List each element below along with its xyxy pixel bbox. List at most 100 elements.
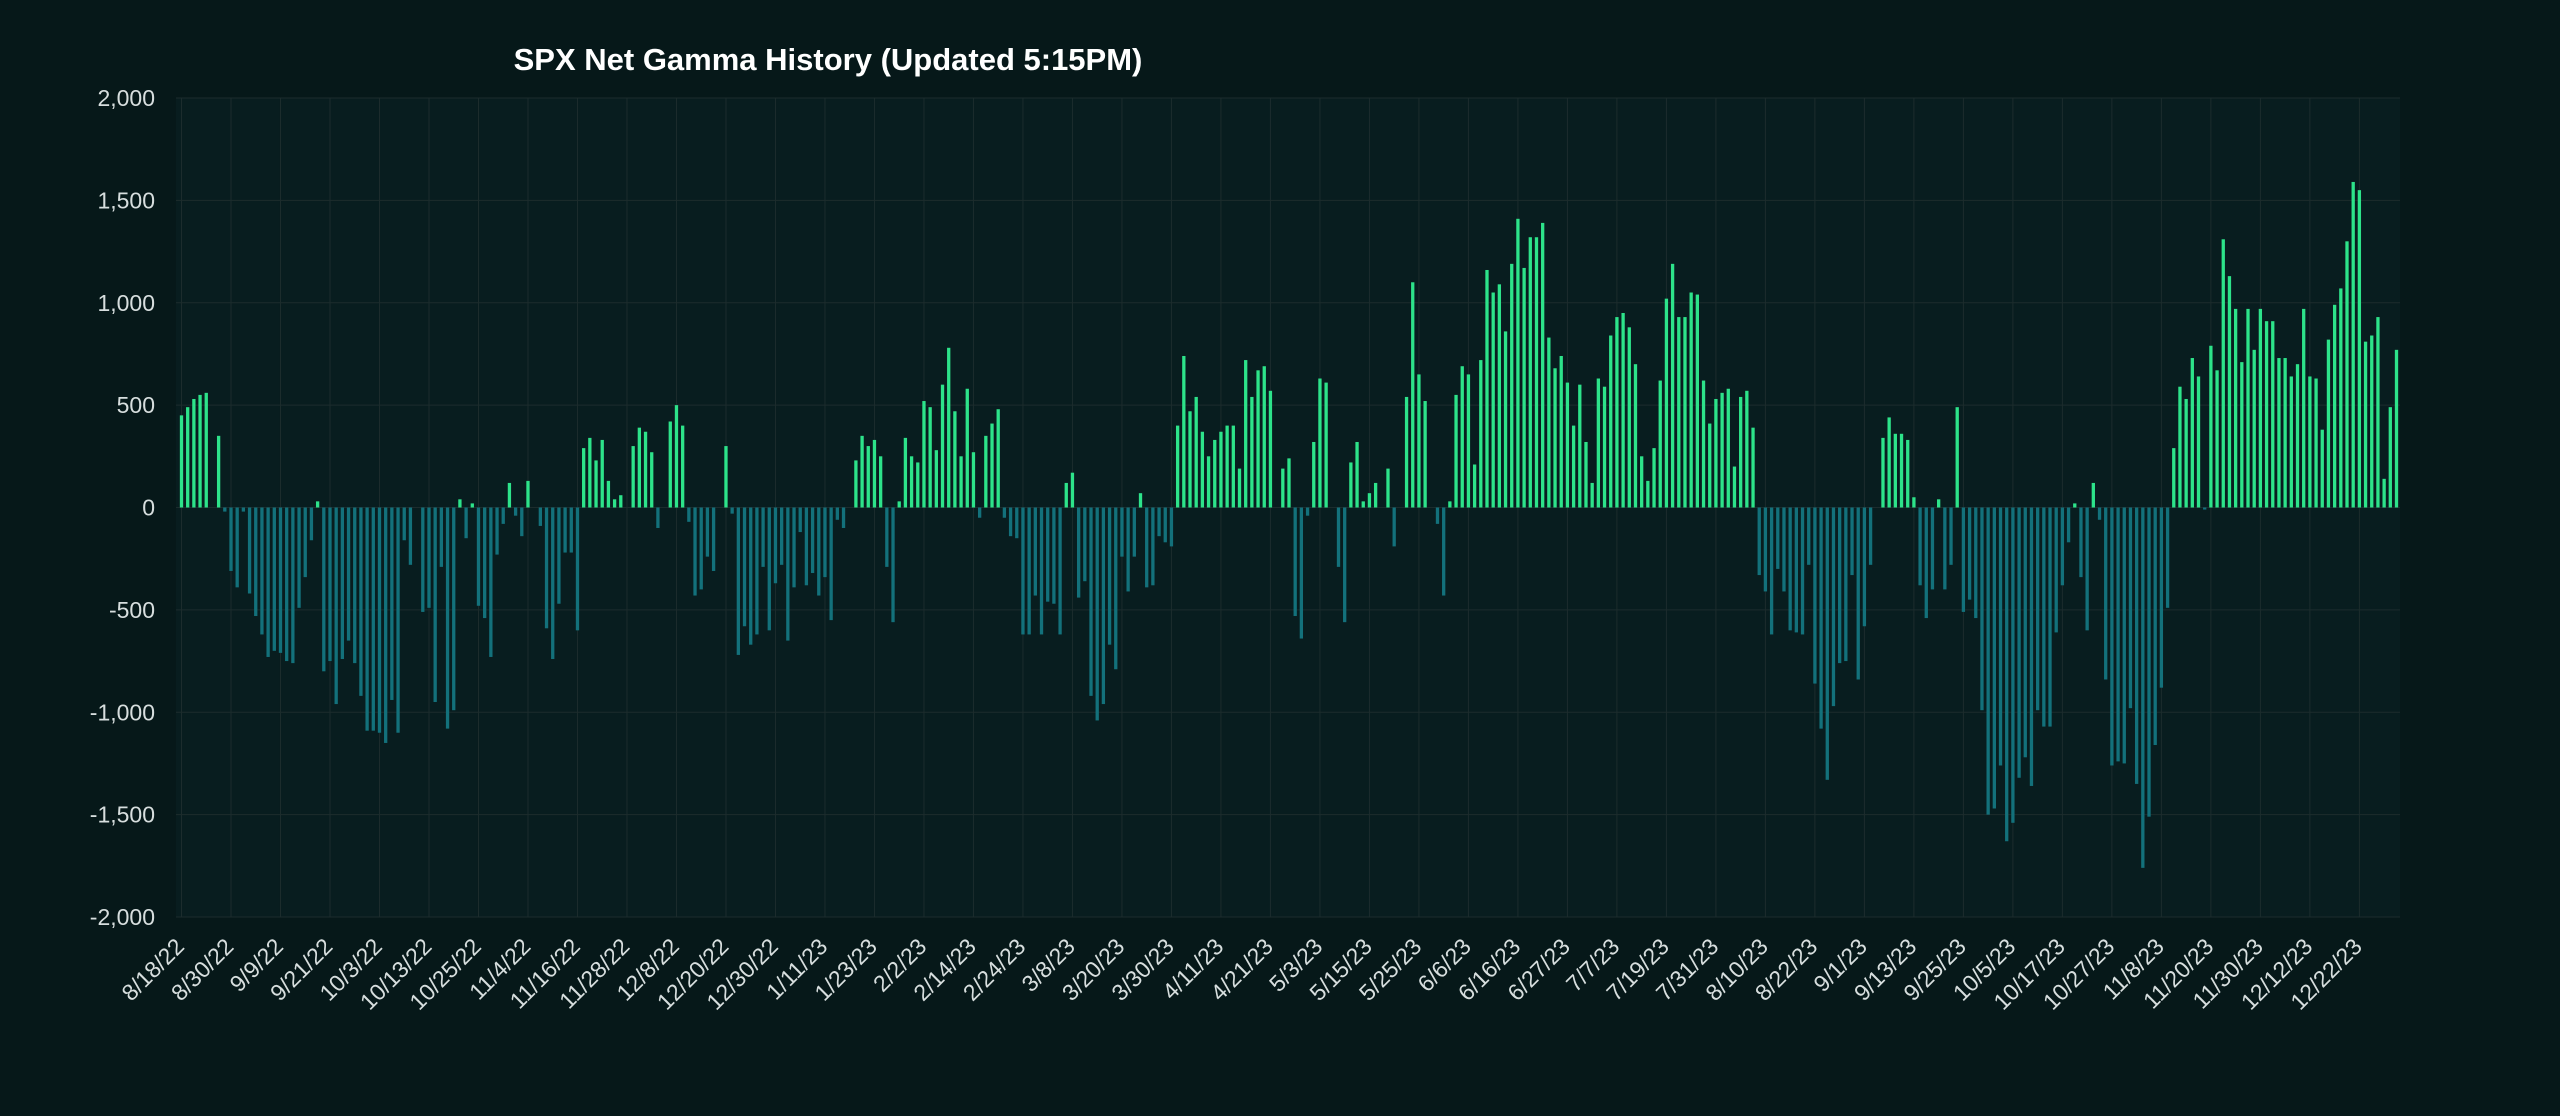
gamma-bar: [179, 415, 184, 508]
gamma-bar: [569, 507, 573, 553]
gamma-bar: [940, 384, 945, 508]
gamma-bar: [254, 507, 258, 617]
gamma-bar: [198, 394, 202, 508]
gamma-bar: [668, 421, 672, 508]
gamma-bar: [1089, 507, 1093, 696]
gamma-bar: [1986, 507, 1990, 815]
gamma-bar: [2345, 241, 2349, 508]
gamma-bar: [1745, 390, 1749, 508]
gamma-bar: [1250, 396, 1254, 508]
gamma-bar: [1571, 425, 1576, 508]
gamma-bar: [303, 507, 307, 578]
gamma-bar: [916, 462, 920, 508]
gamma-bar: [1683, 317, 1687, 508]
gamma-bar: [984, 435, 988, 508]
gamma-bar: [977, 507, 982, 518]
gamma-bar: [1027, 507, 1031, 635]
y-tick-label: -1,000: [90, 699, 155, 725]
gamma-bar: [551, 507, 555, 660]
gamma-bar: [990, 423, 994, 508]
gamma-bar: [1670, 263, 1675, 508]
gamma-bar: [2357, 190, 2362, 508]
gamma-bar: [749, 507, 753, 645]
gamma-bar: [2388, 407, 2392, 508]
gamma-bar: [1206, 456, 1211, 508]
gamma-bar: [860, 435, 864, 508]
gamma-bar: [2308, 376, 2312, 508]
gamma-bar: [1114, 507, 1118, 670]
gamma-bar: [2079, 507, 2083, 578]
gamma-bar: [1609, 335, 1613, 508]
gamma-bar: [1627, 327, 1631, 508]
gamma-bar: [476, 507, 481, 606]
gamma-bar: [1652, 448, 1656, 508]
gamma-bar: [928, 407, 932, 508]
gamma-bar: [2227, 276, 2232, 508]
gamma-bar: [1503, 331, 1508, 508]
gamma-bar: [1522, 267, 1526, 508]
gamma-bar: [953, 411, 957, 508]
gamma-bar: [445, 507, 450, 729]
gamma-bar: [1937, 499, 1941, 508]
gamma-bar: [674, 405, 679, 508]
gamma-bar: [433, 507, 437, 703]
gamma-bar: [1324, 382, 1328, 508]
gamma-bar: [2289, 376, 2293, 508]
gamma-bar: [1175, 425, 1180, 508]
gamma-bar: [1305, 507, 1310, 516]
gamma-bar: [526, 480, 530, 508]
gamma-bar: [1392, 507, 1396, 547]
gamma-bar: [2042, 507, 2046, 727]
gamma-bar: [1541, 222, 1545, 508]
gamma-bar: [761, 507, 765, 567]
gamma-bar: [965, 388, 969, 508]
gamma-bar: [1002, 507, 1007, 518]
gamma-bar: [903, 437, 908, 508]
gamma-bar: [1169, 507, 1174, 547]
gamma-bar: [1411, 282, 1415, 508]
gamma-bar: [594, 460, 598, 508]
gamma-bar: [241, 507, 246, 512]
gamma-bar: [724, 446, 728, 508]
gamma-bar: [247, 507, 252, 594]
gamma-bar: [2104, 507, 2108, 680]
gamma-bar: [1466, 374, 1471, 508]
gamma-bar: [1126, 507, 1130, 592]
gamma-bar: [1182, 355, 1186, 508]
gamma-bar: [1769, 507, 1774, 635]
gamma-bar: [1423, 401, 1427, 508]
gamma-bar: [767, 507, 771, 631]
gamma-bar: [309, 507, 314, 541]
gamma-bar: [452, 507, 456, 711]
gamma-bar: [2005, 507, 2009, 842]
gamma-bar: [2097, 507, 2102, 520]
gamma-bar: [192, 398, 196, 508]
gamma-bar: [421, 507, 425, 612]
gamma-bar: [1256, 370, 1260, 508]
gamma-bar: [1237, 468, 1242, 508]
gamma-bar: [804, 507, 809, 586]
gamma-bar: [619, 495, 623, 508]
gamma-bar: [1219, 431, 1223, 508]
gamma-bar: [582, 448, 586, 508]
gamma-bar: [1287, 458, 1291, 508]
gamma-bar: [2271, 321, 2275, 508]
gamma-bar: [1881, 437, 1885, 508]
gamma-bar: [2011, 507, 2015, 823]
gamma-bar: [1268, 390, 1273, 508]
gamma-bar: [563, 507, 567, 553]
gamma-bar: [2246, 308, 2250, 508]
gamma-bar: [841, 507, 846, 528]
gamma-bar: [742, 507, 747, 627]
gamma-bar: [1312, 441, 1316, 508]
gamma-bar: [1497, 284, 1502, 508]
gamma-bar: [365, 507, 369, 731]
gamma-bar: [1083, 507, 1087, 582]
gamma-bar: [1701, 380, 1706, 508]
gamma-bar: [2147, 507, 2151, 817]
gamma-bar: [1132, 507, 1136, 557]
gamma-bar: [2314, 378, 2318, 508]
gamma-bar: [1095, 507, 1099, 721]
gamma-bar: [1776, 507, 1780, 569]
